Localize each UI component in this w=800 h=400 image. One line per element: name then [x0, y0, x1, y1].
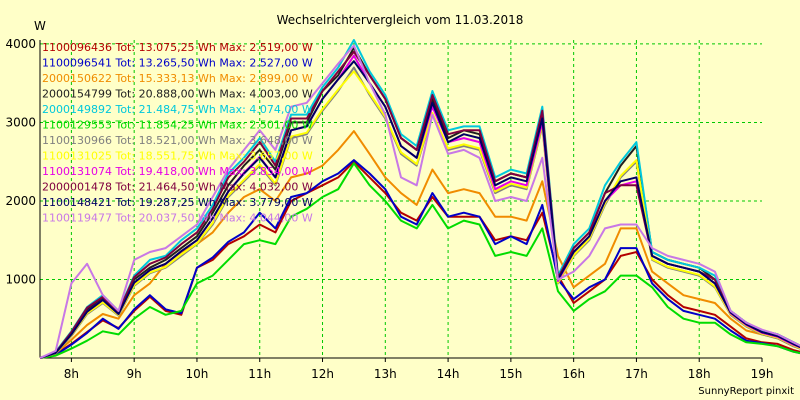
legend-entry: 1100096436 Tot: 13.075,25 Wh Max: 2.519,… — [42, 41, 313, 54]
series-line-7 — [39, 70, 800, 359]
legend-entry: 1100129553 Tot: 11.854,25 Wh Max: 2.501,… — [42, 119, 313, 132]
series-line-5 — [39, 162, 800, 359]
legend-entry: 2000001478 Tot: 21.464,50 Wh Max: 4.032,… — [42, 181, 313, 194]
y-tick-labels: 1000 2000 3000 4000 — [5, 37, 36, 287]
x-tick-label: 13h — [374, 367, 397, 381]
legend-entry: 1100131025 Tot: 18.551,75 Wh Max: 3.657,… — [42, 150, 313, 163]
y-tick-label: 3000 — [5, 115, 36, 129]
series-line-1 — [39, 159, 800, 359]
legend-entry: 2000149892 Tot: 21.484,75 Wh Max: 4.074,… — [42, 103, 313, 116]
y-tick-label: 2000 — [5, 194, 36, 208]
x-tick-label: 16h — [562, 367, 585, 381]
series-line-3 — [39, 46, 800, 359]
chart-title: Wechselrichtervergleich vom 11.03.2018 — [277, 13, 524, 27]
x-tick-label: 9h — [127, 367, 142, 381]
legend-entry: 1100130966 Tot: 18.521,00 Wh Max: 3.648,… — [42, 134, 313, 147]
credit-label: SunnyReport pinxit — [698, 386, 794, 397]
legend: 1100096436 Tot: 13.075,25 Wh Max: 2.519,… — [42, 41, 313, 225]
x-tick-label: 8h — [64, 367, 79, 381]
x-tick-label: 14h — [437, 367, 460, 381]
legend-entry: 2000154799 Tot: 20.888,00 Wh Max: 4.003,… — [42, 88, 313, 101]
y-unit-label: W — [34, 19, 46, 33]
x-tick-label: 17h — [625, 367, 648, 381]
x-tick-label: 11h — [248, 367, 271, 381]
x-tick-label: 19h — [751, 367, 774, 381]
x-tick-label: 18h — [688, 367, 711, 381]
series-line-9 — [39, 50, 800, 359]
series-line-11 — [39, 44, 800, 359]
y-tick-label: 1000 — [5, 272, 36, 286]
x-tick-label: 15h — [499, 367, 522, 381]
x-tick-label: 12h — [311, 367, 334, 381]
legend-entry: 2000150622 Tot: 15.333,13 Wh Max: 2.899,… — [42, 72, 313, 85]
legend-entry: 1100096541 Tot: 13.265,50 Wh Max: 2.527,… — [42, 57, 313, 70]
series-line-10 — [39, 60, 800, 359]
x-tick-label: 10h — [186, 367, 209, 381]
legend-entry: 1100148421 Tot: 19.287,25 Wh Max: 3.779,… — [42, 196, 313, 209]
legend-entry: 1100119477 Tot: 20.037,50 Wh Max: 4.044,… — [42, 212, 313, 225]
x-tick-labels: 8h 9h 10h 11h 12h 13h 14h 15h 16h 17h 18h 19h — [64, 367, 774, 381]
axes — [39, 40, 763, 362]
series-line-4 — [39, 39, 800, 359]
series-lines — [39, 39, 800, 359]
legend-entry: 1100131074 Tot: 19.418,00 Wh Max: 3.854,… — [42, 165, 313, 178]
grid — [40, 40, 762, 358]
y-tick-label: 4000 — [5, 37, 36, 51]
